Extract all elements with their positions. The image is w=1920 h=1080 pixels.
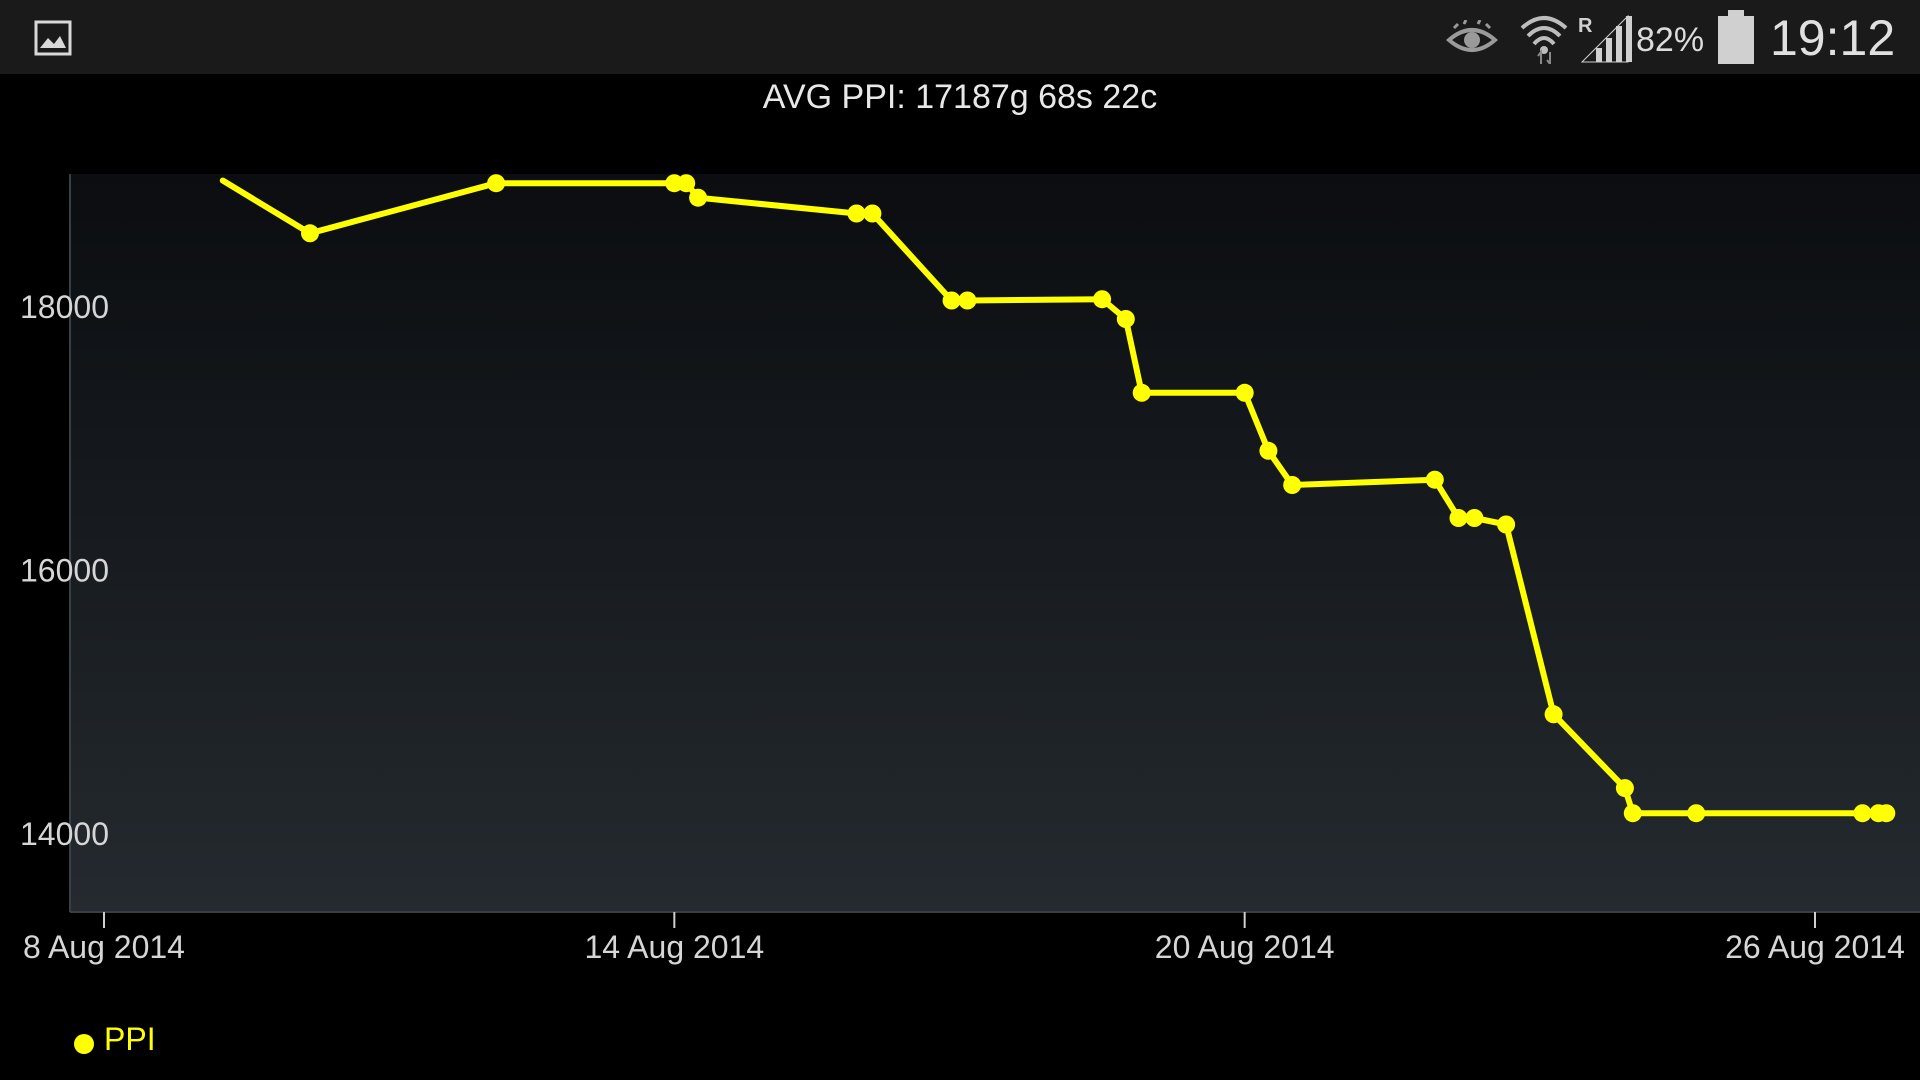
eye-icon bbox=[1446, 20, 1498, 52]
data-point bbox=[487, 174, 506, 193]
data-point bbox=[1623, 804, 1642, 823]
legend-marker bbox=[74, 1034, 94, 1054]
chart-title: AVG PPI: 17187g 68s 22c bbox=[763, 78, 1157, 116]
data-point bbox=[1116, 310, 1135, 328]
data-point bbox=[1853, 804, 1872, 823]
plot-area bbox=[70, 174, 1920, 912]
chart: AVG PPI: 17187g 68s 22c 180001600014000 … bbox=[20, 78, 1920, 1057]
status-bar: R 82% 19:12 bbox=[0, 0, 1920, 74]
data-point bbox=[677, 174, 696, 193]
data-point bbox=[1544, 705, 1563, 724]
data-point bbox=[1497, 515, 1516, 534]
data-point bbox=[689, 188, 708, 207]
data-point bbox=[1093, 290, 1112, 309]
data-point bbox=[1132, 383, 1151, 402]
roaming-indicator: R bbox=[1578, 15, 1593, 37]
legend-label: PPI bbox=[104, 1021, 156, 1057]
legend: PPI bbox=[74, 1021, 156, 1057]
x-tick-label: 14 Aug 2014 bbox=[584, 929, 764, 965]
data-point bbox=[1425, 470, 1444, 489]
data-point bbox=[847, 204, 866, 223]
data-point bbox=[301, 224, 319, 243]
data-point bbox=[942, 291, 961, 310]
battery-icon bbox=[1718, 10, 1754, 64]
clock: 19:12 bbox=[1770, 10, 1896, 66]
data-point bbox=[1615, 779, 1634, 798]
x-tick-label: 20 Aug 2014 bbox=[1155, 929, 1335, 965]
y-tick-label: 18000 bbox=[20, 289, 109, 325]
data-point bbox=[1877, 804, 1896, 823]
y-tick-label: 14000 bbox=[20, 816, 109, 852]
data-point bbox=[1283, 476, 1302, 494]
battery-percentage: 82% bbox=[1636, 21, 1705, 59]
data-point bbox=[1687, 804, 1706, 823]
signal-icon: R bbox=[1578, 14, 1632, 63]
data-point bbox=[1259, 441, 1278, 460]
x-tick-label: 8 Aug 2014 bbox=[23, 929, 185, 965]
y-tick-label: 16000 bbox=[20, 552, 109, 588]
x-tick-label: 26 Aug 2014 bbox=[1725, 929, 1905, 965]
data-point bbox=[1465, 509, 1484, 527]
data-point bbox=[863, 204, 882, 223]
gallery-icon[interactable] bbox=[34, 20, 72, 56]
data-point bbox=[1449, 509, 1468, 527]
data-point bbox=[958, 291, 977, 310]
wifi-icon bbox=[1520, 16, 1568, 64]
data-point bbox=[1235, 383, 1254, 402]
